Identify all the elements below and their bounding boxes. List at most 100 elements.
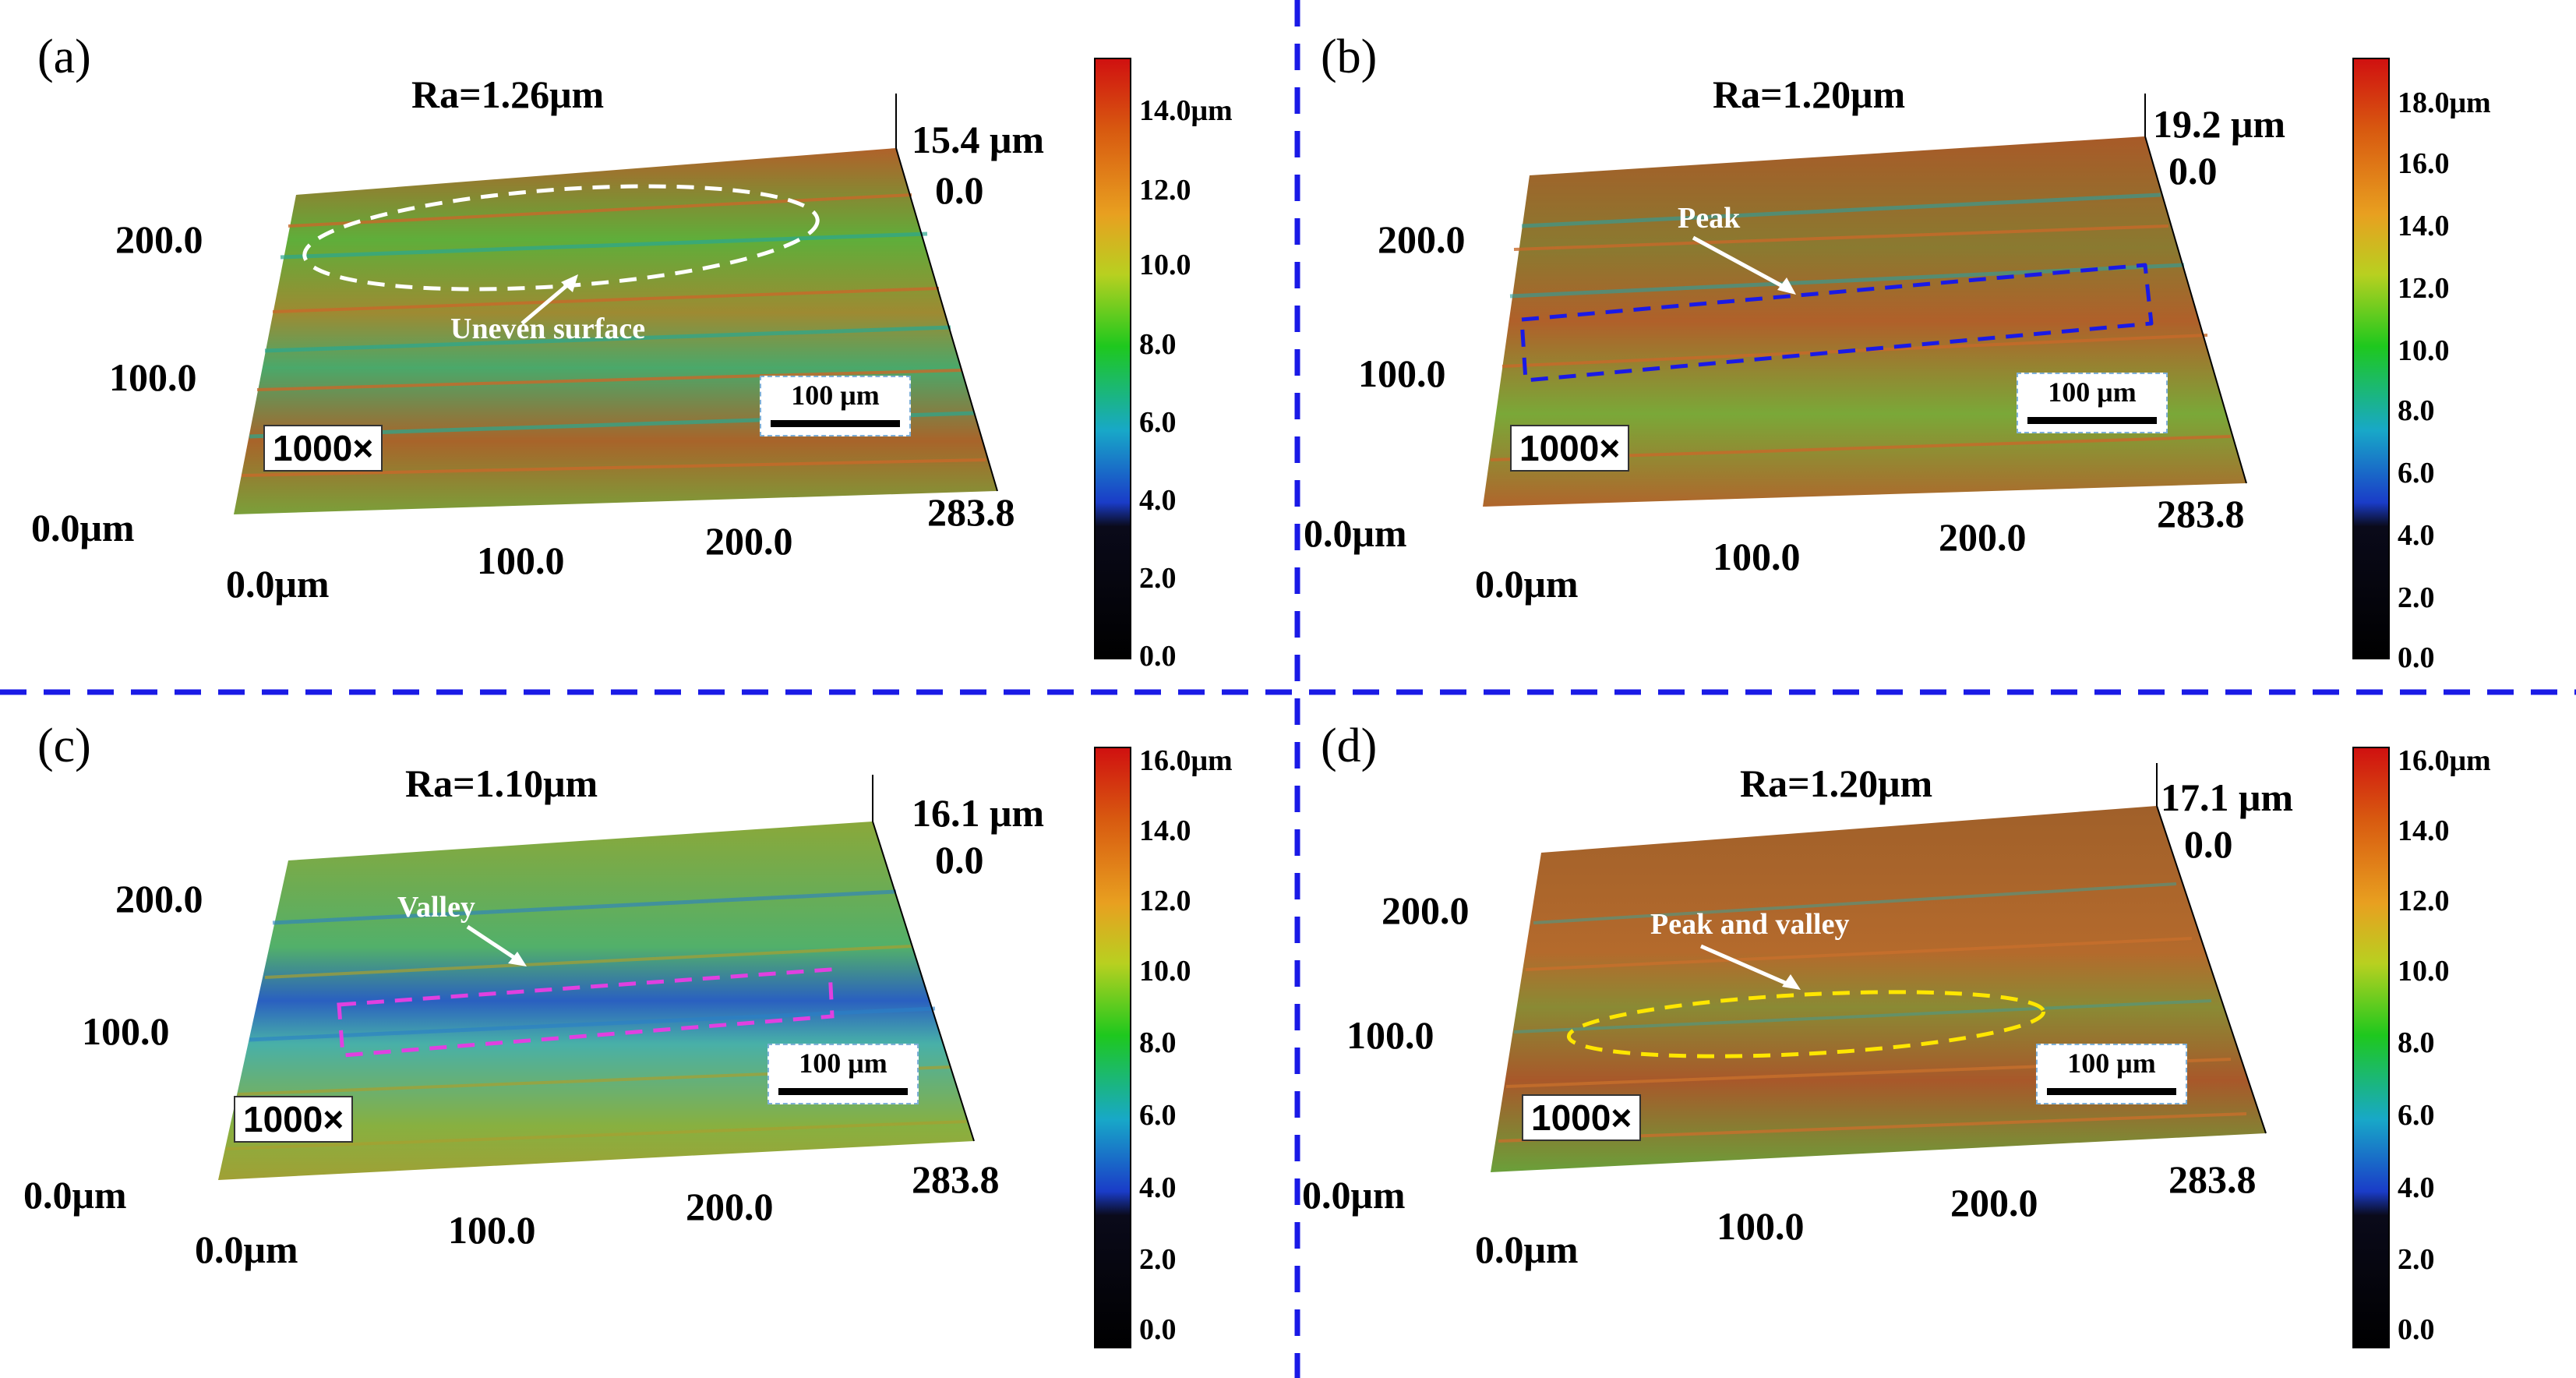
panel-c: (c) Ra=1.10μm 16.1 μm 0.0 200.0 100.0 0.… xyxy=(0,689,1288,1378)
cb-a-6: 2.0 xyxy=(1139,562,1177,595)
z-min-d: 0.0 xyxy=(2184,822,2233,866)
y-tick-a-1: 100.0 xyxy=(109,355,197,399)
y-tick-c-0: 200.0 xyxy=(115,877,203,920)
cb-b-2: 14.0 xyxy=(2398,210,2450,242)
y-tick-d-2: 0.0μm xyxy=(1302,1173,1406,1217)
scale-bar-c: 100 μm xyxy=(768,1044,919,1104)
scale-label-b: 100 μm xyxy=(2048,376,2137,408)
cb-c-4: 8.0 xyxy=(1139,1026,1177,1059)
cb-b-1: 16.0 xyxy=(2398,147,2450,180)
cb-d-8: 0.0 xyxy=(2398,1313,2435,1346)
z-min-c: 0.0 xyxy=(935,838,984,882)
ra-value-c: Ra=1.10μm xyxy=(405,761,598,805)
cb-c-7: 2.0 xyxy=(1139,1243,1177,1276)
z-max-c: 16.1 μm xyxy=(912,791,1044,835)
annotation-a: Uneven surface xyxy=(450,313,646,345)
panel-label-d: (d) xyxy=(1321,719,1378,772)
cb-c-6: 4.0 xyxy=(1139,1171,1177,1204)
panel-label-b: (b) xyxy=(1321,30,1378,83)
cb-d-7: 2.0 xyxy=(2398,1243,2435,1276)
cb-a-5: 4.0 xyxy=(1139,484,1177,517)
magnification-label-c: 1000× xyxy=(234,1096,354,1143)
cb-b-6: 6.0 xyxy=(2398,457,2435,489)
ra-value-b: Ra=1.20μm xyxy=(1713,72,1906,116)
y-tick-a-0: 200.0 xyxy=(115,217,203,261)
x-tick-b-3: 283.8 xyxy=(2157,492,2245,535)
cb-a-4: 6.0 xyxy=(1139,406,1177,439)
x-tick-b-2: 200.0 xyxy=(1939,515,2027,559)
x-tick-c-3: 283.8 xyxy=(912,1157,1000,1201)
scale-label-a: 100 μm xyxy=(791,380,880,411)
cb-b-3: 12.0 xyxy=(2398,272,2450,305)
cb-a-0: 14.0μm xyxy=(1139,94,1233,127)
panel-d: (d) Ra=1.20μm 17.1 μm 0.0 200.0 100.0 0.… xyxy=(1288,689,2576,1378)
colorbar-d xyxy=(2352,747,2390,1348)
annotation-c: Valley xyxy=(397,891,475,924)
x-tick-b-1: 100.0 xyxy=(1713,535,1801,578)
surface-3d-c xyxy=(218,747,1131,1348)
y-tick-b-0: 200.0 xyxy=(1378,217,1466,261)
panel-label-a: (a) xyxy=(37,30,91,83)
cb-a-2: 10.0 xyxy=(1139,249,1191,281)
cb-b-7: 4.0 xyxy=(2398,519,2435,552)
cb-b-4: 10.0 xyxy=(2398,334,2450,367)
cb-a-1: 12.0 xyxy=(1139,174,1191,207)
y-tick-b-2: 0.0μm xyxy=(1304,511,1407,555)
cb-d-0: 16.0μm xyxy=(2398,744,2491,777)
y-tick-a-2: 0.0μm xyxy=(31,506,135,549)
x-tick-a-0: 0.0μm xyxy=(226,562,330,606)
cb-d-4: 8.0 xyxy=(2398,1026,2435,1059)
cb-b-9: 0.0 xyxy=(2398,641,2435,674)
cb-d-3: 10.0 xyxy=(2398,955,2450,988)
scale-line-c xyxy=(778,1088,908,1095)
scale-line-a xyxy=(771,420,900,427)
ra-value-d: Ra=1.20μm xyxy=(1740,761,1933,805)
cb-d-1: 14.0 xyxy=(2398,814,2450,847)
y-tick-d-1: 100.0 xyxy=(1346,1013,1434,1057)
cb-c-1: 14.0 xyxy=(1139,814,1191,847)
y-tick-d-0: 200.0 xyxy=(1382,889,1470,932)
cb-c-8: 0.0 xyxy=(1139,1313,1177,1346)
annotation-d: Peak and valley xyxy=(1650,908,1850,941)
panel-label-c: (c) xyxy=(37,719,91,772)
cb-a-3: 8.0 xyxy=(1139,328,1177,361)
scale-line-b xyxy=(2027,417,2157,424)
ra-value-a: Ra=1.26μm xyxy=(411,72,605,116)
scale-line-d xyxy=(2047,1088,2176,1095)
y-tick-c-2: 0.0μm xyxy=(23,1173,127,1217)
colorbar-c xyxy=(1094,747,1131,1348)
z-max-d: 17.1 μm xyxy=(2161,776,2293,819)
cb-b-0: 18.0μm xyxy=(2398,87,2491,119)
cb-d-2: 12.0 xyxy=(2398,885,2450,917)
annotation-b: Peak xyxy=(1678,202,1741,235)
cb-c-5: 6.0 xyxy=(1139,1099,1177,1132)
z-max-a: 15.4 μm xyxy=(912,118,1044,161)
cb-d-5: 6.0 xyxy=(2398,1099,2435,1132)
scale-label-c: 100 μm xyxy=(799,1048,887,1079)
x-tick-d-3: 283.8 xyxy=(2168,1157,2257,1201)
x-tick-a-1: 100.0 xyxy=(477,539,565,582)
magnification-label-a: 1000× xyxy=(263,425,383,472)
magnification-label-b: 1000× xyxy=(1510,425,1630,472)
scale-bar-b: 100 μm xyxy=(2017,373,2168,433)
x-tick-d-2: 200.0 xyxy=(1950,1181,2038,1224)
scale-bar-a: 100 μm xyxy=(760,376,911,436)
x-tick-d-0: 0.0μm xyxy=(1475,1228,1579,1271)
cb-c-3: 10.0 xyxy=(1139,955,1191,988)
cb-d-6: 4.0 xyxy=(2398,1171,2435,1204)
cb-a-7: 0.0 xyxy=(1139,640,1177,673)
x-tick-a-3: 283.8 xyxy=(927,490,1015,534)
y-tick-b-1: 100.0 xyxy=(1358,352,1446,395)
magnification-label-d: 1000× xyxy=(1522,1094,1642,1141)
cb-b-8: 2.0 xyxy=(2398,581,2435,614)
scale-bar-d: 100 μm xyxy=(2036,1044,2187,1104)
x-tick-d-1: 100.0 xyxy=(1717,1204,1805,1248)
x-tick-c-2: 200.0 xyxy=(686,1185,774,1228)
scale-label-d: 100 μm xyxy=(2067,1048,2156,1079)
cb-b-5: 8.0 xyxy=(2398,394,2435,427)
cb-c-0: 16.0μm xyxy=(1139,744,1233,777)
panel-b: (b) Ra=1.20μm 19.2 μm 0.0 200.0 100.0 0.… xyxy=(1288,0,2576,689)
colorbar-a xyxy=(1094,58,1131,659)
colorbar-b xyxy=(2352,58,2390,659)
